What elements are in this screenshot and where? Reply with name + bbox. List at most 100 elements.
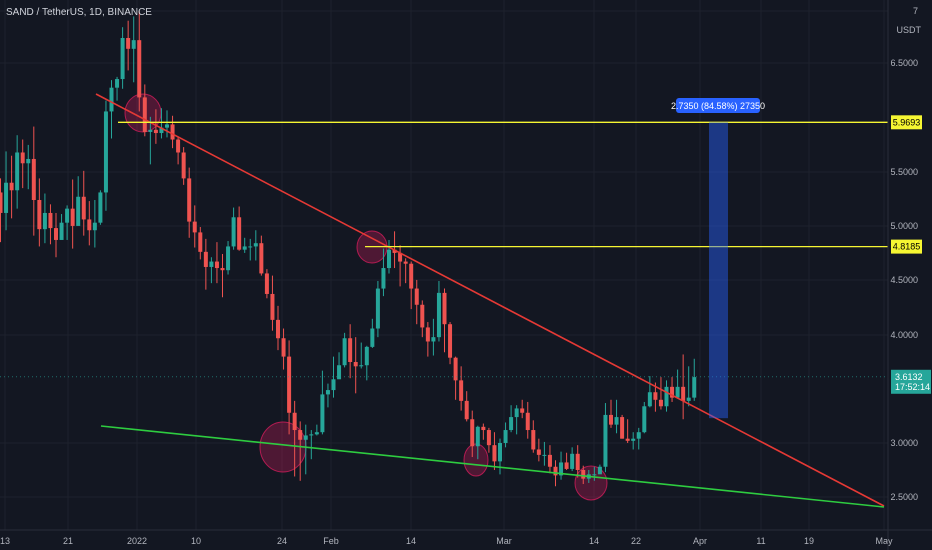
candle <box>148 116 153 165</box>
candle <box>453 356 458 400</box>
candle <box>59 214 64 240</box>
candle-body <box>609 414 613 425</box>
candle <box>226 241 231 275</box>
y-axis-label: 2.5000 <box>890 492 918 502</box>
candle-body <box>298 430 303 440</box>
candle-body <box>231 217 236 247</box>
candle <box>92 200 97 248</box>
candle <box>475 425 480 460</box>
measure-label-box <box>676 98 760 113</box>
candle <box>481 423 486 440</box>
candle <box>220 254 225 298</box>
candle <box>420 300 425 338</box>
candle <box>192 205 197 248</box>
level-tag <box>891 115 922 130</box>
candle-body <box>270 293 275 320</box>
candle-body <box>81 196 86 220</box>
candle-body <box>364 346 369 366</box>
candle <box>70 179 75 249</box>
candle <box>31 126 36 236</box>
candle-body <box>237 217 242 250</box>
candle <box>664 380 669 412</box>
candle <box>142 84 147 137</box>
candle-body <box>176 139 181 153</box>
candle <box>287 340 292 435</box>
candle <box>242 237 247 253</box>
resistance-trendline <box>95 93 885 507</box>
candle <box>292 400 297 477</box>
candle <box>48 204 53 245</box>
candle <box>536 438 541 462</box>
x-axis-label: 10 <box>191 536 201 546</box>
candle <box>209 257 214 284</box>
candle <box>675 369 680 399</box>
candle-body <box>303 435 308 440</box>
measure-tool[interactable]: 2.7350 (84.58%) 27350 <box>671 98 765 419</box>
candle-body <box>459 380 464 401</box>
candle <box>381 248 386 297</box>
candle-body <box>636 432 641 439</box>
candle <box>681 354 686 420</box>
y-axis-label: 5.5000 <box>890 167 918 177</box>
drawn-lines <box>0 93 888 508</box>
candle-body <box>142 97 147 132</box>
candle <box>231 207 236 250</box>
candle-body <box>370 328 375 347</box>
measure-label: 2.7350 (84.58%) 27350 <box>671 101 765 111</box>
candle <box>603 403 608 473</box>
candle-body <box>536 449 541 455</box>
candle <box>181 147 186 185</box>
candle <box>509 405 514 433</box>
candle-body <box>581 470 586 479</box>
chart-title: SAND / TetherUS, 1D, BINANCE <box>6 7 152 18</box>
candle-body <box>647 392 652 407</box>
candle <box>620 414 625 439</box>
candle-body <box>403 261 408 264</box>
candle-body <box>165 124 169 128</box>
candle <box>670 377 675 402</box>
candle <box>353 337 358 394</box>
candle-body <box>464 400 469 420</box>
candle <box>276 305 280 351</box>
candle-body <box>348 338 353 362</box>
candle-body <box>76 196 81 226</box>
candle <box>76 176 81 226</box>
candle-body <box>153 129 158 134</box>
x-axis-label: Apr <box>693 536 707 546</box>
candle-body <box>214 261 219 269</box>
y-axis-label: 7 <box>913 6 918 16</box>
candle-body <box>220 268 225 271</box>
candle <box>647 376 652 408</box>
candle <box>325 383 330 408</box>
last-price-label: 3.6132 <box>895 372 923 382</box>
candle <box>375 281 380 338</box>
candle <box>87 201 92 246</box>
candle-body <box>503 430 508 443</box>
highlight-circle <box>463 443 489 477</box>
y-axis-label: 4.5000 <box>890 275 918 285</box>
candle-body <box>486 430 491 446</box>
candle-body <box>681 386 686 401</box>
candle-body <box>264 273 269 294</box>
candle-body <box>337 365 342 380</box>
candle-body <box>103 111 108 193</box>
candle <box>559 451 564 480</box>
candle <box>176 137 181 165</box>
candle <box>42 193 47 244</box>
x-axis-label: 22 <box>631 536 641 546</box>
candle <box>153 109 158 144</box>
grid <box>0 0 888 530</box>
support-trendline <box>100 425 885 508</box>
candle <box>514 405 519 435</box>
candle <box>436 281 441 342</box>
candle-body <box>276 319 280 339</box>
candle-body <box>670 386 675 398</box>
candle <box>331 356 336 398</box>
candle <box>248 238 253 261</box>
candle-body <box>442 292 447 325</box>
candle-body <box>420 304 425 328</box>
candle-body <box>675 386 680 398</box>
candle <box>159 108 164 139</box>
candle-body <box>453 357 458 381</box>
